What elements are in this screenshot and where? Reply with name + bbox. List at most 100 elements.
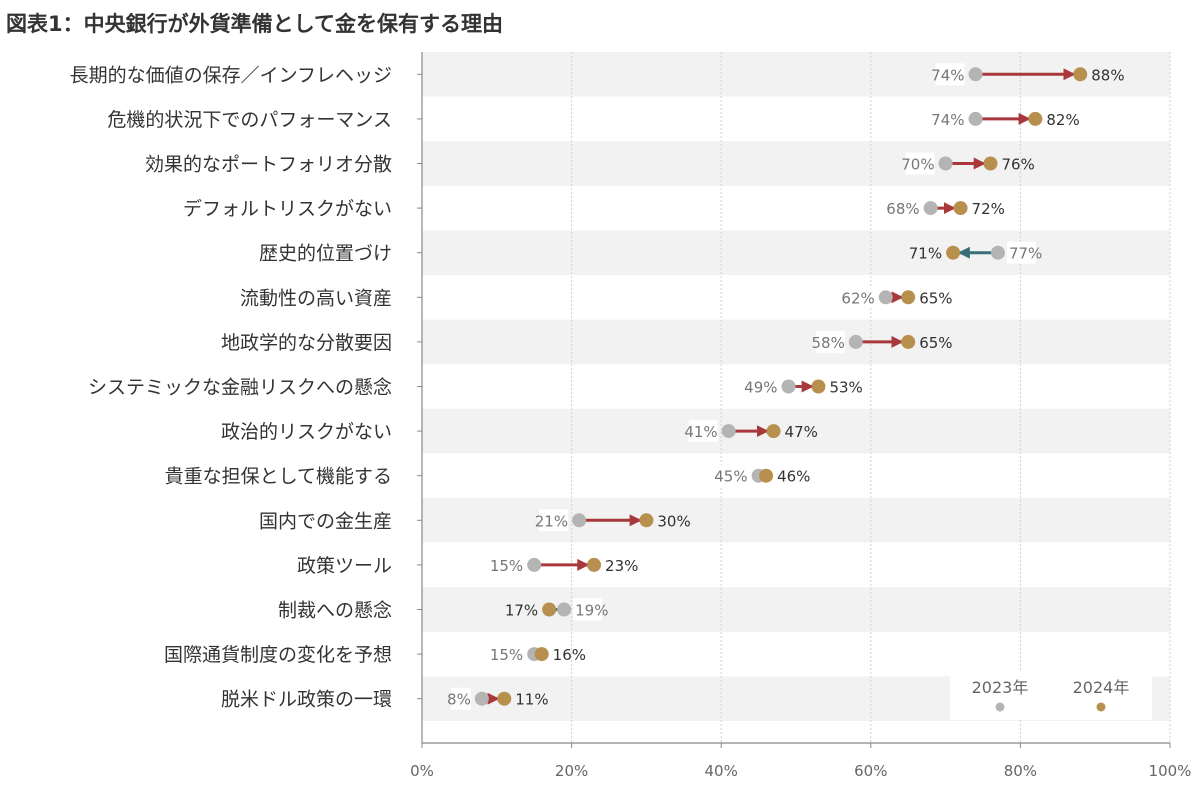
point-2023 <box>721 424 736 439</box>
point-2023 <box>474 691 489 706</box>
legend-label: 2023年 <box>972 678 1029 697</box>
label-bg-2023 <box>494 553 524 576</box>
point-2024 <box>497 691 512 706</box>
point-2024 <box>1028 111 1043 126</box>
point-2023 <box>527 557 542 572</box>
point-2024 <box>901 290 916 305</box>
label-bg-2023 <box>815 330 845 353</box>
legend-marker <box>995 702 1005 712</box>
category-label: 歴史的位置づけ <box>259 243 392 265</box>
label-bg-2023 <box>688 420 718 443</box>
value-label-2024: 71% <box>909 245 942 263</box>
label-bg-2023 <box>935 107 965 130</box>
category-label: システミックな金融リスクへの懸念 <box>88 376 392 399</box>
label-bg-2023 <box>935 63 965 86</box>
category-label: デフォルトリスクがない <box>183 198 392 220</box>
value-label-2023: 74% <box>931 111 964 129</box>
value-label-2024: 23% <box>605 557 638 575</box>
point-2023 <box>938 156 953 171</box>
value-label-2024: 72% <box>972 200 1005 218</box>
label-bg-2023 <box>890 197 920 220</box>
point-2024 <box>759 468 774 483</box>
label-bg-2023 <box>845 286 875 309</box>
value-label-2024: 47% <box>785 423 818 441</box>
label-bg-2023 <box>573 598 603 621</box>
label-bg-2023 <box>450 687 471 710</box>
x-tick-label: 100% <box>1149 762 1192 780</box>
label-bg-2023 <box>494 643 524 666</box>
category-label: 国際通貨制度の変化を予想 <box>164 644 392 666</box>
point-2024 <box>946 245 961 260</box>
category-label: 脱米ドル政策の一環 <box>221 689 392 711</box>
label-bg-2023 <box>718 464 748 487</box>
point-2023 <box>990 245 1005 260</box>
x-tick-label: 40% <box>705 762 738 780</box>
point-2024 <box>639 513 654 528</box>
category-label: 効果的なポートフォリオ分散 <box>145 154 392 176</box>
value-label-2024: 46% <box>777 468 810 486</box>
x-tick-label: 20% <box>555 762 588 780</box>
point-2024 <box>983 156 998 171</box>
value-label-2024: 82% <box>1046 111 1079 129</box>
label-bg-2023 <box>539 509 569 532</box>
category-label: 政治的リスクがない <box>221 421 392 443</box>
value-label-2023: 15% <box>490 557 523 575</box>
legend-box <box>950 672 1152 720</box>
point-2024 <box>901 334 916 349</box>
point-2024 <box>542 602 557 617</box>
x-tick-label: 60% <box>854 762 887 780</box>
value-label-2024: 88% <box>1091 66 1124 84</box>
point-2023 <box>923 201 938 216</box>
label-bg-2023 <box>1006 241 1036 264</box>
value-label-2023: 8% <box>447 691 471 709</box>
row-band <box>422 319 1170 365</box>
label-bg-2023 <box>905 152 935 175</box>
row-band <box>422 230 1170 275</box>
value-label-2023: 62% <box>841 289 874 307</box>
point-2024 <box>766 424 781 439</box>
value-label-2024: 17% <box>505 602 538 620</box>
point-2024 <box>534 647 549 662</box>
point-2023 <box>557 602 572 617</box>
point-2024 <box>587 557 602 572</box>
point-2024 <box>811 379 826 394</box>
value-label-2023: 74% <box>931 66 964 84</box>
value-label-2023: 70% <box>901 156 934 174</box>
point-2023 <box>572 513 587 528</box>
category-label: 貴重な担保として機能する <box>165 466 392 488</box>
category-label: 地政学的な分散要因 <box>221 332 392 354</box>
category-label: 流動性の高い資産 <box>240 287 392 309</box>
legend-marker <box>1096 702 1106 712</box>
value-label-2024: 76% <box>1001 156 1034 174</box>
label-bg-2023 <box>748 375 778 398</box>
value-label-2023: 49% <box>744 379 777 397</box>
value-label-2023: 77% <box>1009 245 1042 263</box>
value-label-2023: 21% <box>535 512 568 530</box>
value-label-2024: 11% <box>515 691 548 709</box>
point-2024 <box>1073 67 1088 82</box>
chart-title: 図表1：中央銀行が外貨準備として金を保有する理由 <box>6 12 503 36</box>
row-band <box>422 141 1170 186</box>
category-label: 国内での金生産 <box>259 510 392 532</box>
value-label-2023: 45% <box>714 468 747 486</box>
row-band <box>422 408 1170 454</box>
value-label-2023: 15% <box>490 646 523 664</box>
value-label-2024: 65% <box>919 289 952 307</box>
category-label: 制裁への懸念 <box>278 599 392 622</box>
x-tick-label: 80% <box>1004 762 1037 780</box>
x-tick-label: 0% <box>410 762 434 780</box>
value-label-2023: 41% <box>684 423 717 441</box>
category-label: 政策ツール <box>297 555 392 577</box>
value-label-2024: 53% <box>829 379 862 397</box>
category-label: 危機的状況下でのパフォーマンス <box>107 109 392 131</box>
value-label-2024: 30% <box>657 512 690 530</box>
category-label: 長期的な価値の保存／インフレヘッジ <box>70 64 392 86</box>
point-2023 <box>968 67 983 82</box>
legend-label: 2024年 <box>1073 678 1130 697</box>
value-label-2023: 58% <box>811 334 844 352</box>
point-2023 <box>848 334 863 349</box>
value-label-2023: 68% <box>886 200 919 218</box>
value-label-2024: 16% <box>553 646 586 664</box>
point-2023 <box>781 379 796 394</box>
value-label-2023: 19% <box>575 602 608 620</box>
